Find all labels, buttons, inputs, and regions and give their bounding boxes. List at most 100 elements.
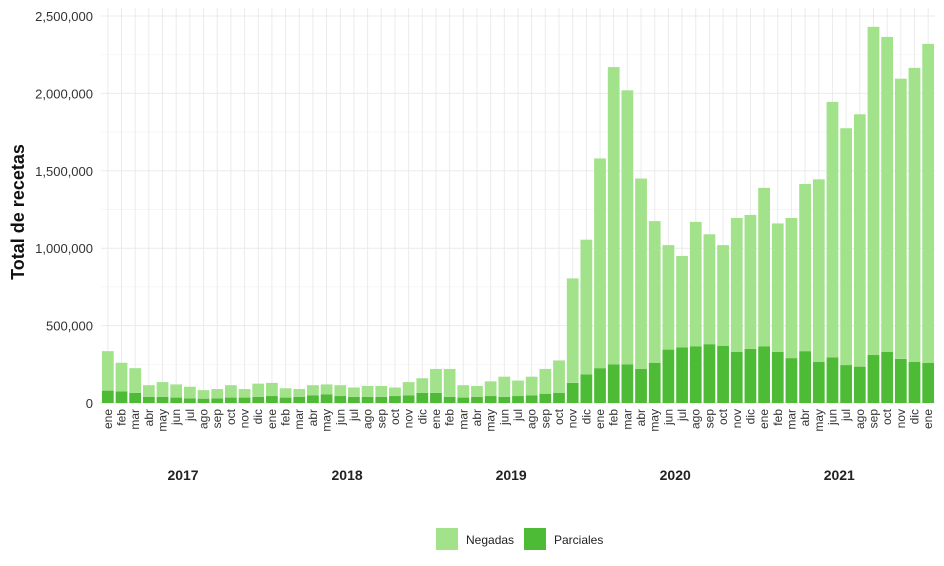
bar-parciales	[156, 396, 169, 403]
bar-negadas	[771, 223, 784, 352]
bar-parciales	[416, 392, 429, 403]
bar-parciales	[525, 395, 538, 403]
bar-negadas	[389, 387, 401, 397]
bar-negadas	[512, 380, 524, 397]
bar-parciales	[334, 396, 347, 403]
bar-negadas	[197, 390, 210, 399]
x-tick-label: nov	[238, 409, 252, 428]
year-label: 2018	[332, 467, 363, 483]
bar-negadas	[717, 245, 729, 346]
x-tick-label: ene	[921, 409, 935, 429]
year-label: 2021	[824, 467, 855, 483]
bars	[101, 26, 935, 403]
bar-parciales	[129, 392, 142, 403]
bar-parciales	[430, 392, 442, 403]
legend-label-negadas: Negadas	[466, 533, 514, 547]
x-tick-label: may	[812, 409, 826, 432]
bar-negadas	[115, 362, 128, 392]
x-tick-label: nov	[894, 409, 908, 428]
bar-parciales	[689, 346, 702, 403]
x-tick-label: ene	[265, 409, 279, 429]
bar-negadas	[211, 389, 224, 399]
bar-negadas	[225, 385, 237, 398]
x-tick-label: ago	[197, 409, 211, 429]
bar-parciales	[266, 396, 278, 403]
bar-parciales	[607, 364, 620, 403]
bar-negadas	[744, 214, 757, 349]
bar-negadas	[430, 368, 442, 393]
bar-negadas	[703, 234, 716, 345]
bar-parciales	[539, 393, 552, 403]
x-tick-label: nov	[566, 409, 580, 428]
bar-negadas	[785, 218, 798, 359]
x-tick-label: feb	[115, 409, 129, 426]
bar-parciales	[484, 396, 497, 403]
x-tick-label: ago	[689, 409, 703, 429]
bar-negadas	[689, 221, 702, 347]
x-tick-label: may	[484, 409, 498, 432]
bar-parciales	[635, 368, 647, 403]
x-tick-label: jun	[497, 409, 511, 426]
x-tick-label: jul	[839, 409, 853, 422]
x-tick-label: feb	[279, 409, 293, 426]
x-tick-label: nov	[730, 409, 744, 428]
x-tick-label: abr	[142, 409, 156, 426]
bar-parciales	[389, 396, 401, 403]
bar-parciales	[471, 396, 483, 403]
bar-negadas	[621, 90, 634, 365]
bar-parciales	[348, 396, 360, 403]
x-tick-label: sep	[538, 409, 552, 429]
x-tick-label: abr	[798, 409, 812, 426]
x-tick-label: dic	[907, 409, 921, 424]
bar-negadas	[894, 78, 907, 359]
bar-parciales	[512, 396, 524, 403]
x-tick-label: oct	[388, 408, 402, 425]
x-tick-label: may	[648, 409, 662, 432]
y-tick-label: 500,000	[46, 319, 93, 334]
bar-negadas	[539, 368, 552, 394]
bar-negadas	[662, 245, 675, 350]
bar-parciales	[279, 397, 292, 403]
y-axis-ticks: 0 500,000 1,000,000 1,500,000 2,000,000 2,500…	[35, 9, 93, 411]
bar-negadas	[101, 351, 114, 391]
bar-negadas	[183, 386, 196, 399]
bar-parciales	[894, 358, 907, 403]
x-tick-label: sep	[374, 409, 388, 429]
bar-negadas	[348, 387, 360, 397]
bar-parciales	[730, 351, 743, 403]
x-axis-ticks: ene feb mar abr may jun jul ago sep oct nov dic ene f…	[101, 408, 935, 431]
x-tick-label: feb	[443, 409, 457, 426]
bar-parciales	[566, 382, 579, 403]
y-tick-label: 2,000,000	[35, 86, 93, 101]
bar-parciales	[621, 364, 634, 403]
bar-parciales	[922, 362, 935, 403]
legend-label-parciales: Parciales	[554, 533, 603, 547]
bar-parciales	[115, 391, 128, 403]
bar-parciales	[881, 351, 894, 403]
x-tick-label: ago	[853, 409, 867, 429]
bar-parciales	[648, 362, 661, 403]
x-tick-label: oct	[716, 408, 730, 425]
bar-parciales	[662, 349, 675, 403]
bar-parciales	[908, 361, 921, 403]
bar-parciales	[238, 397, 251, 403]
bar-parciales	[553, 392, 565, 403]
x-tick-label: ago	[361, 409, 375, 429]
bar-negadas	[676, 255, 688, 348]
year-label: 2017	[167, 467, 198, 483]
x-tick-label: dic	[251, 409, 265, 424]
x-tick-label: nov	[402, 409, 416, 428]
legend: Negadas Parciales	[436, 528, 603, 550]
bar-negadas	[142, 385, 155, 397]
x-tick-label: sep	[210, 409, 224, 429]
x-tick-label: may	[320, 409, 334, 432]
bar-parciales	[361, 396, 374, 403]
x-tick-label: mar	[128, 409, 142, 430]
bar-negadas	[648, 221, 661, 363]
x-tick-label: ene	[757, 409, 771, 429]
bar-negadas	[826, 101, 839, 358]
bar-negadas	[853, 114, 866, 367]
bar-negadas	[443, 368, 456, 397]
bar-parciales	[758, 346, 770, 403]
bar-parciales	[826, 357, 839, 403]
